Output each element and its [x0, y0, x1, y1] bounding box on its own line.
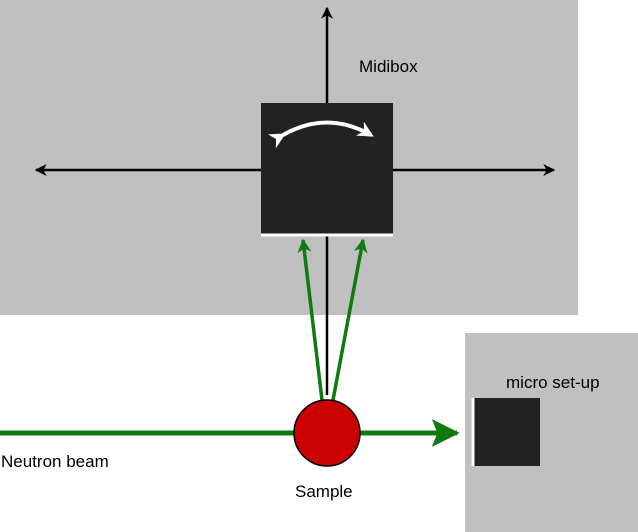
label-neutron-beam: Neutron beam — [1, 452, 109, 471]
rotation-arrow-icon — [267, 120, 374, 149]
scattered-beam-left — [297, 238, 324, 401]
sample-circle — [293, 399, 361, 467]
label-midibox: Midibox — [359, 57, 418, 76]
label-micro-setup: micro set-up — [506, 373, 600, 392]
micro-setup-box — [473, 398, 540, 466]
label-sample: Sample — [295, 482, 353, 501]
scattered-beam-right — [331, 238, 368, 401]
